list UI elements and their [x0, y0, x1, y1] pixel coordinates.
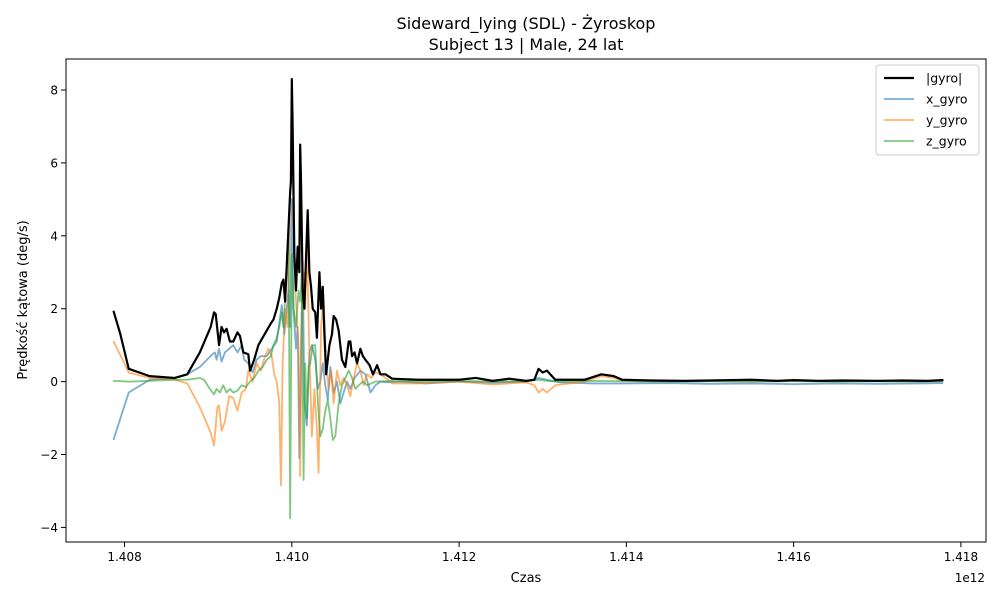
x-tick-label: 1.412	[442, 550, 476, 564]
series-line-y-gyro	[112, 85, 944, 487]
chart-title-line2: Subject 13 | Male, 24 lat	[429, 35, 624, 54]
legend-label: z_gyro	[926, 134, 967, 149]
legend-label: y_gyro	[926, 113, 968, 128]
legend-label: |gyro|	[926, 71, 962, 86]
chart-title-line1: Sideward_lying (SDL) - Żyroskop	[397, 14, 656, 34]
series-layer	[112, 77, 944, 520]
x-axis-label: Czas	[511, 571, 542, 586]
x-tick-label: 1.414	[609, 550, 643, 564]
y-tick-label: −2	[40, 448, 58, 462]
y-tick-label: 6	[50, 156, 58, 170]
x-tick-label: 1.410	[275, 550, 309, 564]
y-axis-ticks: −4 −2 0 2 4 6 8	[40, 83, 66, 535]
x-tick-label: 1.408	[107, 550, 141, 564]
x-tick-label: 1.416	[776, 550, 810, 564]
plot-frame	[65, 58, 987, 543]
y-axis-label: Prędkość kątowa (deg/s)	[16, 220, 31, 379]
y-tick-label: 4	[50, 229, 58, 243]
x-axis-ticks: 1.408 1.410 1.412 1.414 1.416 1.418	[107, 542, 978, 564]
y-tick-label: 0	[50, 375, 58, 389]
y-tick-label: 2	[50, 302, 58, 316]
legend: |gyro| x_gyro y_gyro z_gyro	[875, 64, 980, 156]
series-line-z-gyro	[112, 227, 944, 520]
series-line-gyro	[112, 77, 944, 382]
legend-box	[875, 64, 980, 156]
x-tick-label: 1.418	[944, 550, 978, 564]
y-tick-label: 8	[50, 83, 58, 97]
x-axis-offset-label: 1e12	[955, 571, 985, 585]
legend-label: x_gyro	[926, 92, 968, 107]
y-tick-label: −4	[40, 521, 58, 535]
